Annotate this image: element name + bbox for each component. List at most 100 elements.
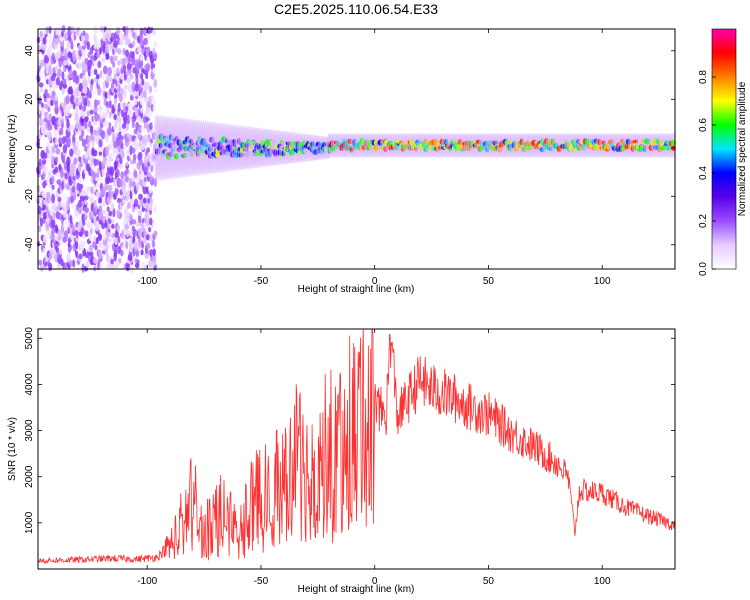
noise-cell (123, 128, 127, 135)
noise-cell (117, 236, 121, 243)
noise-cell (96, 99, 100, 106)
noise-cell (111, 223, 115, 229)
noise-cell (47, 153, 50, 160)
noise-cell (140, 249, 144, 256)
noise-cell (153, 40, 158, 49)
noise-cell (152, 248, 156, 256)
noise-cell (140, 72, 144, 80)
noise-cell (55, 224, 58, 233)
noise-cell (51, 184, 55, 190)
noise-cell (41, 190, 47, 199)
noise-cell (93, 89, 97, 95)
noise-cell (75, 49, 80, 58)
noise-cell (143, 176, 148, 183)
noise-cell (47, 106, 51, 112)
noise-cell (71, 201, 76, 209)
noise-cell (48, 64, 52, 75)
noise-cell (84, 32, 89, 43)
colorbar-ticks: 0.0 0.2 0.4 0.6 0.8 (698, 70, 716, 276)
noise-cell (52, 72, 57, 78)
noise-cell (95, 223, 100, 232)
noise-cell (60, 127, 64, 136)
noise-cell (143, 134, 148, 140)
noise-cell (119, 38, 124, 46)
colorbar-tick-label: 0.8 (698, 70, 709, 84)
noise-cell (152, 99, 157, 106)
noise-cell (104, 112, 108, 119)
noise-cell (76, 139, 80, 148)
noise-cell (131, 140, 136, 147)
noise-cell (118, 257, 122, 264)
snr-frame (37, 328, 676, 570)
noise-cell (131, 180, 136, 188)
noise-cell (113, 40, 118, 48)
snr-panel: -100 -50 0 50 100 1000 2000 3000 4000 5000 Heigh… (7, 327, 676, 595)
noise-cell (104, 92, 108, 99)
noise-cell (149, 85, 153, 94)
noise-cell (140, 158, 143, 166)
noise-cell (110, 166, 115, 177)
noise-cell (72, 134, 76, 143)
noise-cell (98, 150, 103, 156)
noise-cell (62, 193, 68, 200)
noise-cell (143, 264, 147, 272)
noise-cell (51, 193, 56, 204)
noise-cell (134, 262, 140, 269)
noise-cell (60, 258, 64, 267)
noise-cell (134, 137, 138, 148)
noise-cell (90, 104, 95, 111)
noise-cell (90, 68, 95, 77)
noise-cell (78, 220, 83, 228)
noise-cell (70, 42, 74, 50)
noise-cell (116, 114, 121, 121)
noise-cell (40, 59, 44, 65)
snr-x-label: Height of straight line (km) (298, 584, 415, 595)
noise-cell (110, 258, 114, 265)
noise-cell (98, 104, 102, 112)
figure-title: C2E5.2025.110.06.54.E33 (274, 1, 438, 17)
noise-cell (116, 197, 122, 204)
noise-cell (72, 49, 77, 60)
noise-cell (102, 57, 106, 63)
noise-cell (143, 26, 148, 37)
noise-cell (139, 39, 144, 47)
snr-y-label: SNR (10 * v/v) (7, 417, 18, 481)
noise-cell (48, 113, 52, 121)
noise-cell (141, 262, 145, 269)
noise-cell (118, 179, 124, 188)
noise-cell (111, 131, 116, 141)
noise-cell (104, 29, 109, 39)
noise-cell (126, 114, 131, 125)
noise-cell (129, 214, 133, 221)
noise-cell (116, 169, 120, 178)
noise-cell (93, 68, 98, 76)
noise-cell (39, 118, 43, 127)
noise-cell (61, 110, 65, 117)
noise-cell (85, 261, 90, 268)
noise-cell (149, 217, 153, 226)
noise-cell (101, 167, 105, 178)
noise-cell (125, 168, 129, 175)
noise-cell (56, 179, 62, 185)
noise-cell (96, 215, 100, 222)
noise-cell (39, 30, 43, 38)
noise-cell (114, 186, 119, 195)
noise-cell (45, 93, 50, 99)
noise-cell (56, 50, 62, 59)
colorbar-tick-label: 0.4 (698, 166, 709, 180)
noise-cell (116, 224, 121, 232)
noise-cell (93, 235, 97, 243)
noise-cell (122, 242, 127, 250)
noise-cell (36, 36, 41, 44)
y-tick-label: 40 (24, 45, 35, 57)
noise-cell (68, 85, 73, 95)
noise-cell (77, 207, 83, 214)
noise-cell (99, 175, 103, 181)
x-tick-label: -50 (254, 576, 269, 587)
noise-cell (149, 175, 153, 182)
noise-cell (61, 71, 65, 81)
noise-cell (44, 55, 50, 64)
noise-cell (113, 102, 117, 109)
noise-cell (131, 50, 135, 59)
noise-cell (67, 196, 71, 205)
